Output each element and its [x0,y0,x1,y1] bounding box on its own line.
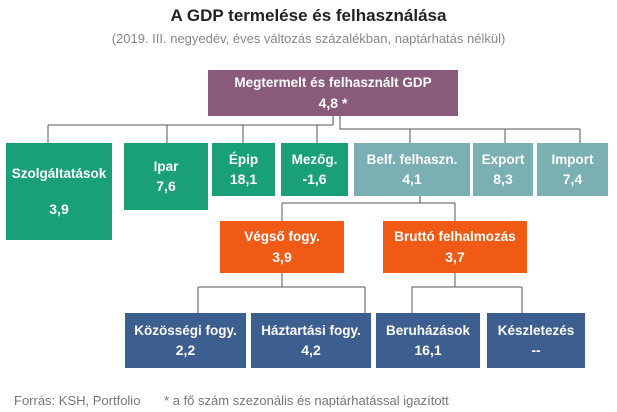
page-title: A GDP termelése és felhasználása [170,6,447,25]
node-keszletezes-label: Készletezés [497,322,575,338]
node-kozossegi-fogy-value: 2,2 [175,342,196,359]
node-szolgaltatasok-value: 3,9 [49,201,69,218]
node-ipar-label: Ipar [153,158,179,174]
node-export-value: 8,3 [493,171,513,188]
node-export-label: Export [481,151,525,167]
node-beruhazasok-value: 16,1 [414,342,442,359]
node-haztartasi-fogy-value: 4,2 [301,342,321,359]
node-haztartasi-fogy: Háztartási fogy. 4,2 [251,313,371,368]
node-kozossegi-fogy-label: Közösségi fogy. [134,322,237,338]
node-ipar: Ipar 7,6 [124,143,208,210]
node-szolgaltatasok-label: Szolgáltatások [11,165,107,181]
footer-note: * a fő szám szezonális és naptárhatással… [164,393,449,408]
node-brutto-felhalmozas-value: 3,7 [445,248,465,265]
node-epip: Épip 18,1 [212,143,275,196]
node-brutto-felhalmozas-label: Bruttó felhalmozás [394,229,516,245]
node-import: Import 7,4 [537,143,608,196]
node-gdp-label: Megtermelt és felhasznált GDP [234,75,432,91]
node-ipar-value: 7,6 [156,178,176,195]
node-vegso-fogy: Végső fogy. 3,9 [220,221,344,273]
node-epip-value: 18,1 [229,171,258,188]
node-vegso-fogy-label: Végső fogy. [244,229,320,245]
node-brutto-felhalmozas: Bruttó felhalmozás 3,7 [383,221,527,273]
node-gdp: Megtermelt és felhasznált GDP 4,8 * [208,70,458,116]
footer: Forrás: KSH, Portfolio * a fő szám szezo… [14,393,469,408]
node-haztartasi-fogy-label: Háztartási fogy. [261,322,361,338]
node-belf-felhaszn-label: Belf. felhaszn. [366,151,458,167]
page-subtitle: (2019. III. negyedév, éves változás száz… [111,31,506,46]
node-import-value: 7,4 [562,171,583,188]
node-belf-felhaszn-value: 4,1 [402,171,422,188]
node-gdp-value: 4,8 * [318,94,348,111]
node-szolgaltatasok: Szolgáltatások 3,9 [6,143,112,240]
footer-source: Forrás: KSH, Portfolio [14,393,141,408]
node-keszletezes: Készletezés -- [487,313,585,368]
node-mezog: Mezőg. -1,6 [281,143,348,196]
node-beruhazasok: Beruházások 16,1 [376,313,480,368]
node-beruhazasok-label: Beruházások [385,322,471,338]
node-keszletezes-value: -- [531,342,541,359]
node-export: Export 8,3 [473,143,533,196]
node-belf-felhaszn: Belf. felhaszn. 4,1 [354,143,470,196]
node-mezog-value: -1,6 [302,171,327,188]
node-kozossegi-fogy: Közösségi fogy. 2,2 [125,313,246,368]
node-mezog-label: Mezőg. [291,151,338,167]
node-vegso-fogy-value: 3,9 [272,248,292,265]
node-epip-label: Épip [228,151,259,167]
node-import-label: Import [551,151,594,167]
